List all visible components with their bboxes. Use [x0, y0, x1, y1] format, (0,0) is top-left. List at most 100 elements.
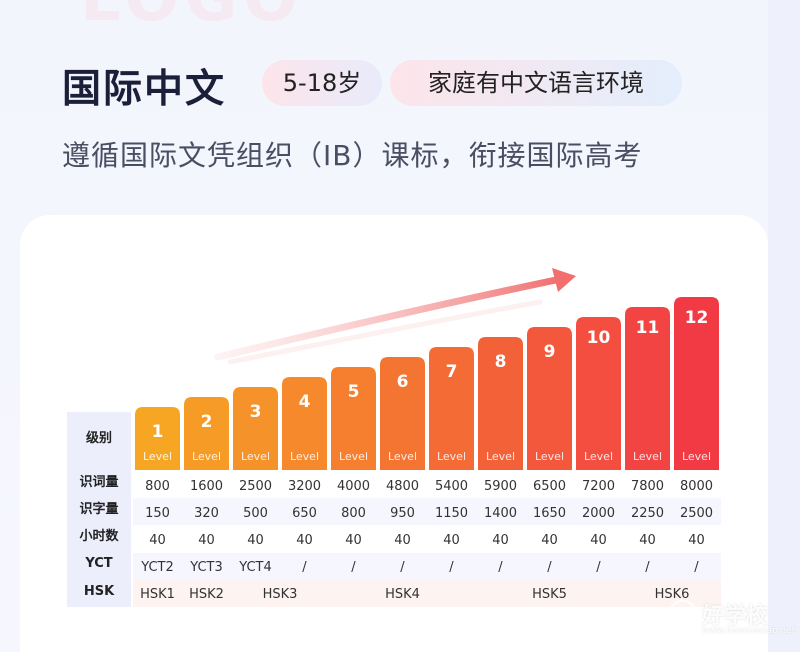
table-cell-hours: 40 — [296, 533, 313, 548]
level-column — [576, 317, 621, 470]
table-cell-vocab: 5900 — [484, 479, 517, 494]
level-word: Level — [437, 450, 466, 463]
table-cell-characters: 320 — [194, 506, 219, 521]
table-cell-yct: / — [498, 560, 503, 575]
table-cell-characters: 150 — [145, 506, 170, 521]
level-column — [135, 407, 180, 470]
level-number: 6 — [397, 372, 409, 392]
table-cell-characters: 1650 — [533, 506, 566, 521]
table-cell-characters: 2500 — [680, 506, 713, 521]
table-cell-characters: 650 — [292, 506, 317, 521]
table-cell-hours: 40 — [590, 533, 607, 548]
level-column — [233, 387, 278, 470]
table-cell-hours: 40 — [541, 533, 558, 548]
row-label: 级别 — [86, 430, 112, 446]
growth-arrow — [214, 268, 576, 365]
environment-tag: 家庭有中文语言环境 — [390, 60, 682, 106]
row-label: YCT — [84, 556, 112, 571]
level-number: 1 — [152, 422, 164, 442]
table-cell-characters: 1150 — [435, 506, 468, 521]
row-label: 小时数 — [79, 528, 119, 544]
watermark-text: 好学校 — [702, 604, 769, 629]
table-cell-yct: / — [400, 560, 405, 575]
table-cell-vocab: 1600 — [190, 479, 223, 494]
table-cell-characters: 2000 — [582, 506, 615, 521]
level-number: 11 — [636, 318, 660, 338]
level-word: Level — [535, 450, 564, 463]
level-number: 9 — [544, 342, 556, 362]
level-word: Level — [192, 450, 221, 463]
page-title: 国际中文 — [62, 67, 227, 112]
level-word: Level — [241, 450, 270, 463]
level-number: 12 — [685, 308, 709, 328]
level-column — [380, 357, 425, 470]
table-cell-hours: 40 — [198, 533, 215, 548]
level-word: Level — [682, 450, 711, 463]
level-column — [184, 397, 229, 470]
level-number: 3 — [250, 402, 262, 422]
table-cell-vocab: 6500 — [533, 479, 566, 494]
watermark-icon — [668, 600, 698, 630]
hsk-cell: HSK6 — [655, 587, 690, 602]
background-decoration: LOGO — [80, 0, 304, 36]
level-column — [674, 297, 719, 470]
table-cell-vocab: 7800 — [631, 479, 664, 494]
table-cell-characters: 950 — [390, 506, 415, 521]
table-row-bg — [133, 553, 721, 580]
table-cell-hours: 40 — [345, 533, 362, 548]
level-column — [282, 377, 327, 470]
level-column — [625, 307, 670, 470]
hsk-cell: HSK3 — [263, 587, 298, 602]
table-cell-vocab: 2500 — [239, 479, 272, 494]
level-column — [429, 347, 474, 470]
watermark-url: www.haoxuexiao.net — [702, 626, 796, 636]
table-cell-yct: / — [645, 560, 650, 575]
level-word: Level — [290, 450, 319, 463]
table-cell-yct: YCT4 — [238, 560, 272, 575]
age-range-tag: 5-18岁 — [262, 60, 382, 106]
hsk-row-bg — [133, 580, 721, 607]
subtitle: 遵循国际文凭组织（IB）课标，衔接国际高考 — [62, 139, 643, 172]
level-number: 8 — [495, 352, 507, 372]
level-word: Level — [486, 450, 515, 463]
hsk-cell: HSK2 — [189, 587, 224, 602]
table-cell-vocab: 7200 — [582, 479, 615, 494]
level-column — [331, 367, 376, 470]
hsk-cell: HSK5 — [532, 587, 567, 602]
table-cell-vocab: 4000 — [337, 479, 370, 494]
row-label-column — [67, 412, 131, 607]
table-cell-vocab: 800 — [145, 479, 170, 494]
level-word: Level — [143, 450, 172, 463]
table-cell-hours: 40 — [443, 533, 460, 548]
table-cell-vocab: 5400 — [435, 479, 468, 494]
level-number: 5 — [348, 382, 360, 402]
level-column — [527, 327, 572, 470]
table-cell-hours: 40 — [492, 533, 509, 548]
level-column — [478, 337, 523, 470]
level-number: 7 — [446, 362, 458, 382]
table-cell-characters: 1400 — [484, 506, 517, 521]
table-cell-hours: 40 — [688, 533, 705, 548]
level-word: Level — [633, 450, 662, 463]
level-number: 2 — [201, 412, 213, 432]
table-cell-characters: 2250 — [631, 506, 664, 521]
table-cell-characters: 500 — [243, 506, 268, 521]
level-number: 4 — [299, 392, 311, 412]
table-cell-vocab: 3200 — [288, 479, 321, 494]
table-cell-characters: 800 — [341, 506, 366, 521]
table-cell-yct: / — [302, 560, 307, 575]
watermark-logo: 好学校 www.haoxuexiao.net — [668, 596, 795, 640]
table-cell-hours: 40 — [247, 533, 264, 548]
row-label: 识词量 — [79, 475, 118, 490]
table-row-bg — [133, 498, 721, 525]
level-number: 10 — [587, 328, 611, 348]
table-cell-yct: YCT2 — [140, 560, 174, 575]
hsk-cell: HSK1 — [140, 587, 175, 602]
row-label: HSK — [84, 584, 115, 599]
table-cell-yct: / — [547, 560, 552, 575]
table-cell-yct: YCT3 — [189, 560, 223, 575]
table-cell-yct: / — [596, 560, 601, 575]
level-word: Level — [388, 450, 417, 463]
table-cell-vocab: 8000 — [680, 479, 713, 494]
